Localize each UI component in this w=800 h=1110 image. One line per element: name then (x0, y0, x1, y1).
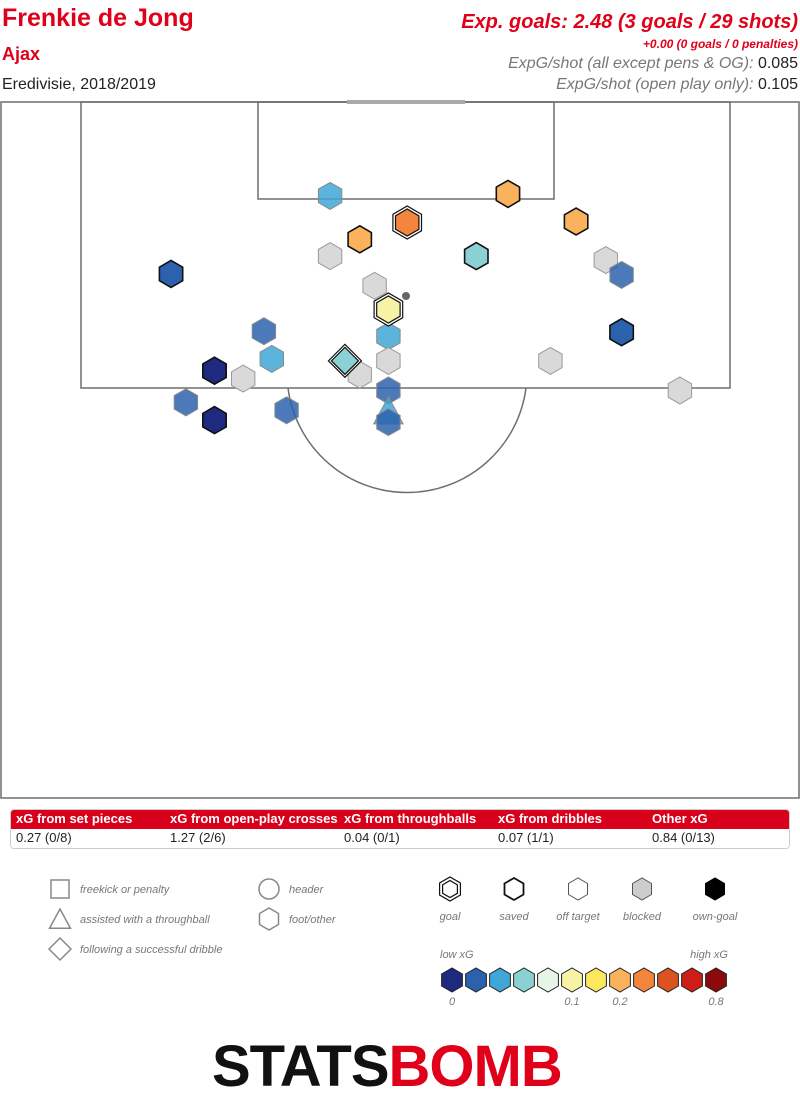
shot-marker (202, 405, 227, 435)
scale-swatch (633, 967, 655, 993)
summary-value-other: 0.84 (0/13) (652, 830, 715, 845)
scale-swatch (609, 967, 631, 993)
legend-outcome-label: own-goal (693, 911, 738, 923)
shot-marker (173, 388, 199, 417)
shot-marker (259, 344, 284, 373)
xg-total: Exp. goals: 2.48 (3 goals / 29 shots) (461, 11, 798, 33)
legend-shape-label: freekick or penalty (80, 884, 171, 896)
shot-marker (667, 376, 693, 405)
player-name: Frenkie de Jong (2, 4, 194, 32)
logo-bomb: BOMB (388, 1034, 563, 1099)
penalty-area (80, 101, 731, 389)
legend-outcome-goal: goal (439, 876, 461, 923)
logo-stats: STATS (212, 1034, 390, 1099)
summary-value-set-pieces: 0.27 (0/8) (16, 830, 72, 845)
xg-per-shot-value: 0.085 (757, 55, 798, 72)
shot-marker (563, 207, 589, 236)
penalty-spot (402, 292, 410, 300)
penalty-arc (287, 387, 527, 494)
shot-marker (373, 292, 404, 327)
legend-shape-circle: header (258, 878, 325, 900)
shot-marker (392, 205, 423, 240)
legend-shape-label: header (289, 884, 325, 896)
shot-marker (362, 271, 387, 300)
scale-swatch (561, 967, 583, 993)
xg-breakdown-header: xG from set pieces xG from open-play cro… (11, 810, 789, 829)
legend-outcome-label: goal (440, 911, 461, 923)
xg-breakdown-values: 0.27 (0/8) 1.27 (2/6) 0.04 (0/1) 0.07 (1… (11, 829, 789, 848)
legend-shape-label: following a successful dribble (80, 944, 222, 956)
scale-low-label: low xG (440, 949, 474, 961)
scale-tick-label: 0.2 (612, 996, 627, 1008)
legend-outcome-label: saved (499, 911, 529, 923)
legend-shape-square: freekick or penalty (50, 879, 171, 899)
scale-swatch (441, 967, 463, 993)
scale-swatch (513, 967, 535, 993)
scale-tick-label: 0 (449, 996, 456, 1008)
shot-marker (347, 224, 373, 254)
shot-marker (463, 241, 489, 271)
shot-marker (327, 343, 363, 379)
legend-outcome-blocked: blocked (623, 877, 662, 923)
legend-shape-label: assisted with a throughball (80, 914, 210, 926)
legend-shape-hexagon: foot/other (258, 907, 337, 931)
shot-marker (317, 181, 343, 210)
scale-tick-label: 0.8 (708, 996, 724, 1008)
scale-swatch (705, 967, 727, 993)
legend-outcome-label: blocked (623, 911, 662, 923)
scale-swatch (465, 967, 487, 993)
summary-header-dribbles: xG from dribbles (498, 811, 603, 826)
legend-outcome-saved: saved (499, 876, 530, 923)
team-name: Ajax (2, 44, 41, 64)
shot-marker (376, 408, 401, 437)
shot-marker (609, 317, 635, 347)
shot-marker (202, 356, 227, 386)
legend-shape-diamond: following a successful dribble (47, 936, 222, 962)
scale-tick-label: 0.1 (564, 996, 579, 1008)
summary-header-throughballs: xG from throughballs (344, 811, 477, 826)
xg-breakdown-table: xG from set pieces xG from open-play cro… (10, 809, 790, 849)
xg-per-shot-open-play: ExpG/shot (open play only): 0.105 (556, 76, 798, 94)
scale-swatch (537, 967, 559, 993)
shot-marker (538, 346, 563, 375)
xg-per-shot: ExpG/shot (all except pens & OG): 0.085 (508, 55, 798, 73)
legend: freekick or penalty assisted with a throu… (47, 876, 738, 1008)
legend-outcome-label: off target (556, 911, 600, 923)
shot-marker (317, 242, 343, 271)
legend-outcome-own-goal: own-goal (693, 877, 738, 923)
legend-shape-triangle: assisted with a throughball (48, 907, 210, 929)
xg-penalties: +0.00 (0 goals / 0 penalties) (642, 37, 798, 51)
shot-marker (376, 346, 401, 375)
shot-marker (231, 364, 256, 393)
shot-marker (274, 396, 299, 425)
summary-header-crosses: xG from open-play crosses (170, 811, 338, 826)
xg-per-shot-open-value: 0.105 (757, 76, 798, 93)
shot-marker (609, 260, 634, 289)
legend-outcome-off-target: off target (556, 877, 601, 923)
summary-header-other: Other xG (652, 811, 708, 826)
summary-header-set-pieces: xG from set pieces (16, 811, 133, 826)
legend-shape-label: foot/other (289, 914, 337, 926)
shot-marker (495, 179, 521, 209)
summary-value-crosses: 1.27 (2/6) (170, 830, 226, 845)
scale-swatch (681, 967, 703, 993)
shot-marker (158, 259, 184, 289)
shots-layer (158, 179, 693, 437)
xg-per-shot-open-label: ExpG/shot (open play only): (556, 76, 754, 93)
statsbomb-logo: STATSBOMB (212, 1038, 563, 1096)
competition-season: Eredivisie, 2018/2019 (2, 76, 156, 93)
shot-marker (376, 322, 401, 351)
pitch-outline (0, 101, 800, 799)
xg-per-shot-label: ExpG/shot (all except pens & OG): (508, 55, 754, 72)
scale-swatch (489, 967, 511, 993)
pitch-lines (0, 100, 800, 799)
scale-high-label: high xG (690, 949, 728, 961)
summary-value-throughballs: 0.04 (0/1) (344, 830, 400, 845)
shot-marker (251, 317, 277, 346)
summary-value-dribbles: 0.07 (1/1) (498, 830, 554, 845)
scale-swatch (585, 967, 607, 993)
scale-swatch (657, 967, 679, 993)
